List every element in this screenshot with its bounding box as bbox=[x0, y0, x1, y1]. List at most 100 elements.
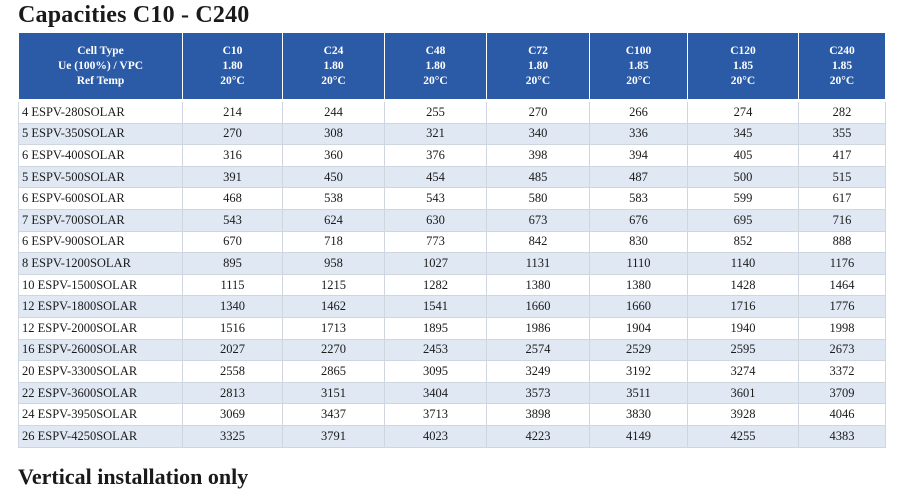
capacity-value: 2529 bbox=[589, 338, 688, 362]
capacity-value: 670 bbox=[182, 230, 283, 254]
page-title: Capacities C10 - C240 bbox=[18, 2, 250, 28]
capacity-value: 355 bbox=[798, 122, 886, 146]
capacity-value: 270 bbox=[182, 122, 283, 146]
table-row: 12 ESPV-1800SOLAR 1340 1462 1541 1660 1660 171… bbox=[18, 295, 886, 318]
table-row: 24 ESPV-3950SOLAR 3069 3437 3713 3898 3830 392… bbox=[18, 403, 886, 426]
table-row: 6 ESPV-400SOLAR 316 360 376 398 394 405 417 bbox=[18, 144, 886, 167]
capacity-value: 266 bbox=[589, 100, 688, 124]
capacity-value: 958 bbox=[282, 252, 385, 275]
capacity-value: 1131 bbox=[486, 252, 590, 275]
header-c10: C10 1.80 20°C bbox=[182, 32, 283, 102]
capacity-value: 543 bbox=[384, 187, 487, 210]
header-c240: C240 1.85 20°C bbox=[798, 32, 886, 102]
capacity-value: 1110 bbox=[589, 252, 688, 275]
capacity-value: 316 bbox=[182, 144, 283, 167]
capacity-value: 2453 bbox=[384, 338, 487, 362]
capacity-value: 842 bbox=[486, 230, 590, 254]
header-label: 20°C bbox=[220, 74, 245, 87]
table-row: 10 ESPV-1500SOLAR 1115 1215 1282 1380 1380 142… bbox=[18, 273, 886, 297]
capacity-value: 1986 bbox=[486, 316, 590, 340]
header-label: C240 bbox=[829, 44, 855, 57]
table-row: 5 ESPV-350SOLAR 270 308 321 340 336 345 355 bbox=[18, 122, 886, 146]
header-label: 1.80 bbox=[425, 59, 446, 72]
capacity-value: 1541 bbox=[384, 295, 487, 318]
capacity-value: 3601 bbox=[687, 381, 799, 405]
table-body: 4 ESPV-280SOLAR 214 244 255 270 266 274 282 5 ES… bbox=[18, 100, 886, 448]
header-label: 1.80 bbox=[527, 59, 549, 72]
capacity-value: 1115 bbox=[182, 273, 283, 297]
capacity-value: 3095 bbox=[384, 360, 487, 383]
capacity-value: 4023 bbox=[384, 424, 487, 448]
capacity-value: 336 bbox=[589, 122, 688, 146]
table-row: 6 ESPV-600SOLAR 468 538 543 580 583 599 617 bbox=[18, 187, 886, 210]
header-label: 20°C bbox=[730, 74, 756, 87]
header-label: 20°C bbox=[321, 74, 346, 87]
capacity-value: 543 bbox=[182, 208, 283, 232]
capacity-value: 340 bbox=[486, 122, 590, 146]
header-c120: C120 1.85 20°C bbox=[687, 32, 799, 102]
capacity-value: 1904 bbox=[589, 316, 688, 340]
cell-type-name: 6 ESPV-900SOLAR bbox=[18, 230, 183, 254]
capacity-value: 1464 bbox=[798, 273, 886, 297]
header-label: 1.80 bbox=[323, 59, 344, 72]
capacity-value: 1380 bbox=[486, 273, 590, 297]
cell-type-name: 7 ESPV-700SOLAR bbox=[18, 208, 183, 232]
capacity-value: 3069 bbox=[182, 403, 283, 426]
capacity-value: 345 bbox=[687, 122, 799, 146]
capacity-value: 630 bbox=[384, 208, 487, 232]
table-row: 5 ESPV-500SOLAR 391 450 454 485 487 500 515 bbox=[18, 165, 886, 189]
capacity-value: 3830 bbox=[589, 403, 688, 426]
capacity-value: 1998 bbox=[798, 316, 886, 340]
capacity-value: 214 bbox=[182, 100, 283, 124]
header-c100: C100 1.85 20°C bbox=[589, 32, 688, 102]
capacity-value: 360 bbox=[282, 144, 385, 167]
capacity-value: 2865 bbox=[282, 360, 385, 383]
capacity-value: 1716 bbox=[687, 295, 799, 318]
table-row: 8 ESPV-1200SOLAR 895 958 1027 1131 1110 1140 11… bbox=[18, 252, 886, 275]
cell-type-name: 10 ESPV-1500SOLAR bbox=[18, 273, 183, 297]
capacity-value: 3791 bbox=[282, 424, 385, 448]
capacity-value: 3274 bbox=[687, 360, 799, 383]
header-label: 1.85 bbox=[831, 59, 853, 72]
header-row: Cell Type Ue (100%) / VPC Ref Temp C10 1… bbox=[18, 32, 886, 102]
capacity-value: 1940 bbox=[687, 316, 799, 340]
header-label: 1.85 bbox=[628, 59, 649, 72]
header-label: C24 bbox=[323, 44, 344, 57]
capacity-value: 391 bbox=[182, 165, 283, 189]
capacity-value: 398 bbox=[486, 144, 590, 167]
capacity-value: 718 bbox=[282, 230, 385, 254]
capacity-value: 852 bbox=[687, 230, 799, 254]
header-label: 20°C bbox=[525, 74, 551, 87]
capacity-value: 4383 bbox=[798, 424, 886, 448]
capacity-value: 599 bbox=[687, 187, 799, 210]
capacity-value: 1176 bbox=[798, 252, 886, 275]
capacity-value: 485 bbox=[486, 165, 590, 189]
capacity-value: 282 bbox=[798, 100, 886, 124]
capacity-value: 695 bbox=[687, 208, 799, 232]
capacity-value: 1516 bbox=[182, 316, 283, 340]
header-cell-type: Cell Type Ue (100%) / VPC Ref Temp bbox=[18, 32, 183, 102]
cell-type-name: 20 ESPV-3300SOLAR bbox=[18, 360, 183, 383]
cell-type-name: 22 ESPV-3600SOLAR bbox=[18, 381, 183, 405]
capacity-value: 376 bbox=[384, 144, 487, 167]
header-label: C72 bbox=[528, 44, 548, 57]
capacity-value: 3511 bbox=[589, 381, 688, 405]
capacity-value: 676 bbox=[589, 208, 688, 232]
capacity-value: 468 bbox=[182, 187, 283, 210]
capacity-value: 716 bbox=[798, 208, 886, 232]
capacity-value: 773 bbox=[384, 230, 487, 254]
installation-note: Vertical installation only bbox=[18, 464, 249, 489]
capacity-value: 3404 bbox=[384, 381, 487, 405]
capacity-value: 500 bbox=[687, 165, 799, 189]
header-label: 20°C bbox=[829, 74, 855, 87]
capacities-table: Cell Type Ue (100%) / VPC Ref Temp C10 1… bbox=[18, 32, 886, 448]
capacity-value: 3372 bbox=[798, 360, 886, 383]
table-row: 6 ESPV-900SOLAR 670 718 773 842 830 852 888 bbox=[18, 230, 886, 254]
capacity-value: 1776 bbox=[798, 295, 886, 318]
capacity-value: 1660 bbox=[589, 295, 688, 318]
capacity-value: 2813 bbox=[182, 381, 283, 405]
capacity-value: 454 bbox=[384, 165, 487, 189]
capacity-value: 830 bbox=[589, 230, 688, 254]
table-row: 26 ESPV-4250SOLAR 3325 3791 4023 4223 4149 425… bbox=[18, 424, 886, 448]
cell-type-name: 6 ESPV-600SOLAR bbox=[18, 187, 183, 210]
